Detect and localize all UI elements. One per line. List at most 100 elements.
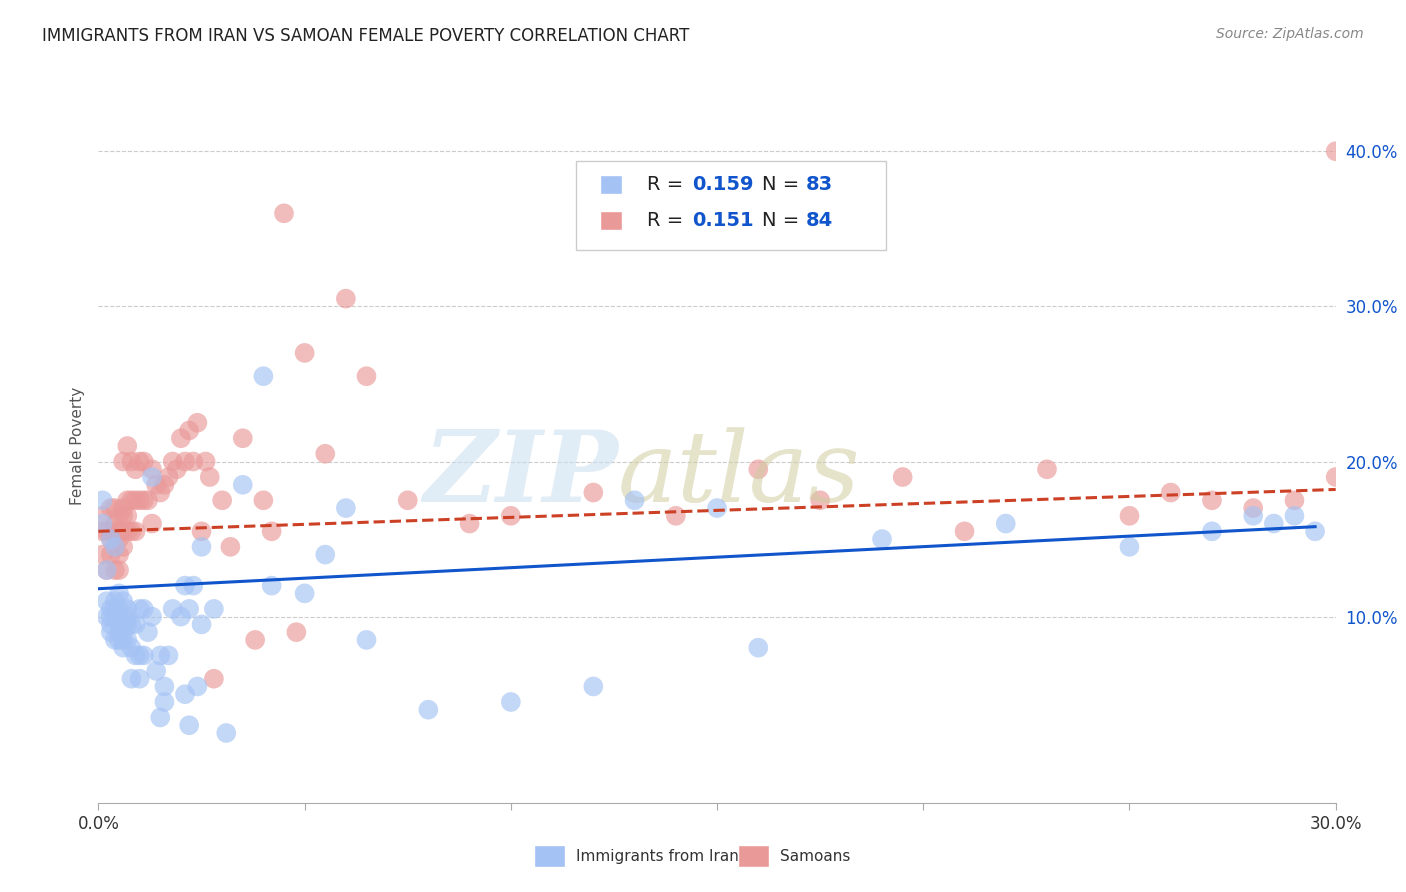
- Point: [104, 609, 127, 624]
- Point: [112, 454, 135, 468]
- Point: [100, 609, 122, 624]
- Point: [132, 493, 155, 508]
- Point: [128, 454, 150, 468]
- Point: [100, 625, 122, 640]
- Point: [100, 524, 122, 539]
- Point: [96, 524, 118, 539]
- Point: [1263, 516, 1285, 531]
- Point: [273, 206, 295, 220]
- Point: [117, 439, 139, 453]
- Point: [1036, 462, 1059, 476]
- Point: [108, 548, 131, 562]
- Point: [1284, 508, 1306, 523]
- Point: [174, 687, 197, 701]
- Point: [1241, 508, 1264, 523]
- Point: [870, 532, 893, 546]
- Point: [314, 548, 336, 562]
- Point: [117, 493, 139, 508]
- Point: [100, 602, 122, 616]
- Point: [499, 695, 522, 709]
- Y-axis label: Female Poverty: Female Poverty: [69, 387, 84, 505]
- Point: [211, 493, 233, 508]
- Point: [108, 617, 131, 632]
- Point: [170, 431, 193, 445]
- Text: ZIP: ZIP: [423, 426, 619, 523]
- Point: [120, 454, 142, 468]
- Point: [104, 540, 127, 554]
- Point: [1241, 501, 1264, 516]
- Point: [96, 609, 118, 624]
- Point: [260, 524, 283, 539]
- Point: [186, 680, 208, 694]
- Point: [117, 632, 139, 647]
- Point: [124, 648, 146, 663]
- Point: [582, 485, 605, 500]
- Point: [96, 594, 118, 608]
- Point: [112, 594, 135, 608]
- Point: [136, 493, 159, 508]
- Point: [149, 485, 172, 500]
- Point: [418, 703, 440, 717]
- Point: [190, 617, 212, 632]
- Point: [623, 493, 645, 508]
- Point: [91, 493, 114, 508]
- Point: [396, 493, 419, 508]
- Point: [128, 493, 150, 508]
- Point: [112, 632, 135, 647]
- Point: [162, 602, 184, 616]
- Text: Immigrants from Iran: Immigrants from Iran: [576, 849, 740, 863]
- Point: [104, 632, 127, 647]
- Point: [181, 454, 204, 468]
- Point: [747, 462, 769, 476]
- Point: [285, 625, 308, 640]
- Point: [124, 617, 146, 632]
- Point: [294, 346, 316, 360]
- Point: [153, 695, 176, 709]
- Point: [1201, 493, 1223, 508]
- Point: [120, 524, 142, 539]
- Point: [1160, 485, 1182, 500]
- Point: [190, 524, 212, 539]
- Point: [128, 672, 150, 686]
- Point: [1303, 524, 1326, 539]
- Point: [108, 625, 131, 640]
- Point: [108, 609, 131, 624]
- Text: N =: N =: [762, 175, 806, 194]
- Point: [108, 602, 131, 616]
- Point: [108, 586, 131, 600]
- Point: [157, 648, 180, 663]
- Point: [149, 710, 172, 724]
- Point: [96, 563, 118, 577]
- Point: [100, 617, 122, 632]
- Point: [132, 602, 155, 616]
- Point: [120, 672, 142, 686]
- Point: [108, 524, 131, 539]
- Point: [219, 540, 242, 554]
- Point: [120, 493, 142, 508]
- Point: [112, 617, 135, 632]
- Point: [458, 516, 481, 531]
- Point: [108, 563, 131, 577]
- Point: [117, 508, 139, 523]
- Point: [141, 470, 163, 484]
- Point: [202, 602, 225, 616]
- Point: [145, 477, 167, 491]
- Point: [335, 292, 357, 306]
- Point: [252, 369, 274, 384]
- Point: [104, 540, 127, 554]
- Point: [1324, 145, 1347, 159]
- Point: [100, 501, 122, 516]
- Point: [132, 648, 155, 663]
- Point: [120, 617, 142, 632]
- Point: [181, 579, 204, 593]
- Point: [179, 602, 201, 616]
- Point: [260, 579, 283, 593]
- Point: [198, 470, 221, 484]
- Point: [747, 640, 769, 655]
- Point: [808, 493, 831, 508]
- Point: [132, 454, 155, 468]
- Point: [124, 462, 146, 476]
- Point: [91, 516, 114, 531]
- Point: [104, 594, 127, 608]
- Point: [499, 508, 522, 523]
